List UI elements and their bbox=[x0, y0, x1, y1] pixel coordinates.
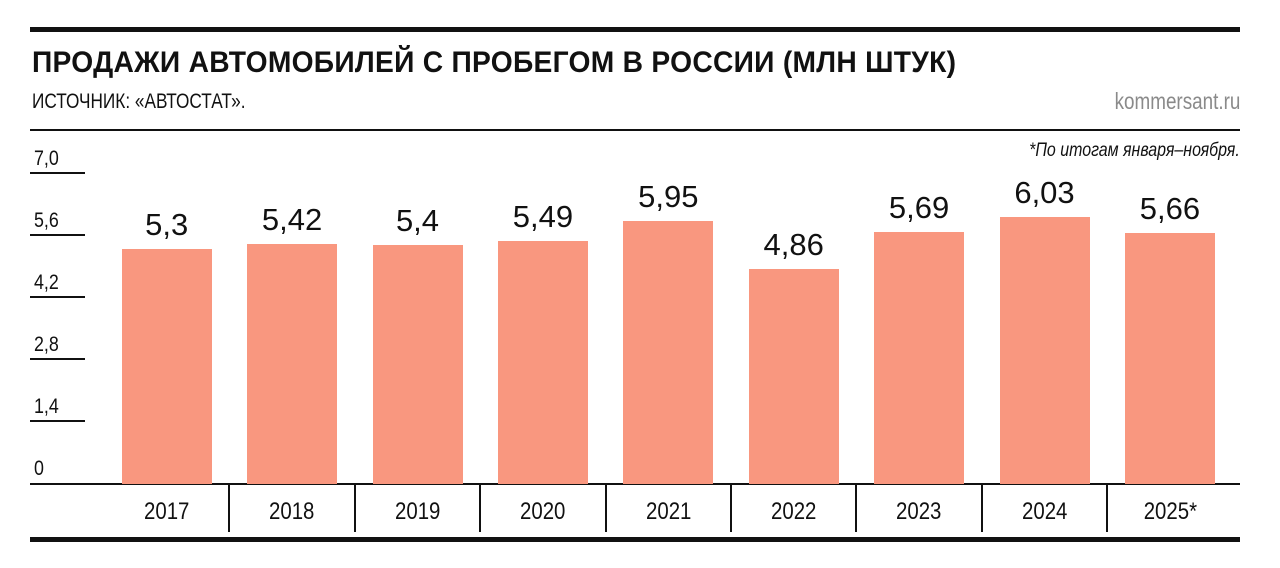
bar-value-label: 5,4 bbox=[395, 202, 440, 238]
x-category-label: 2021 bbox=[606, 498, 731, 526]
x-category-label: 2020 bbox=[480, 498, 605, 526]
x-category-label: 2019 bbox=[355, 498, 480, 526]
y-tick: 7,0 bbox=[30, 144, 85, 174]
bar-value-label: 5,3 bbox=[145, 207, 189, 243]
x-category-separator bbox=[1106, 484, 1109, 532]
source-label: ИСТОЧНИК: «АВТОСТАТ». bbox=[32, 90, 246, 113]
bar-2024 bbox=[999, 216, 1090, 484]
x-category-label: 2023 bbox=[857, 498, 982, 526]
bar-value-label: 4,86 bbox=[763, 226, 824, 262]
y-tick: 2,8 bbox=[30, 330, 85, 360]
y-tick-label: 7,0 bbox=[34, 147, 59, 170]
x-category-text: 2025* bbox=[1143, 498, 1197, 525]
x-category-text: 2022 bbox=[770, 498, 817, 525]
x-category-text: 2018 bbox=[269, 498, 315, 525]
y-tick: 0 bbox=[30, 454, 85, 484]
x-category-label: 2025* bbox=[1107, 498, 1232, 526]
x-category-separator bbox=[730, 484, 732, 532]
y-tick-line bbox=[30, 358, 85, 360]
y-tick: 4,2 bbox=[30, 268, 85, 298]
bar-2025 bbox=[1124, 233, 1215, 484]
x-category-text: 2021 bbox=[645, 498, 691, 525]
bar-2020 bbox=[497, 240, 588, 484]
y-tick: 1,4 bbox=[30, 392, 85, 422]
bar-2019 bbox=[372, 244, 463, 484]
bar-2023 bbox=[874, 232, 965, 484]
x-category-separator bbox=[353, 484, 356, 532]
y-tick-line bbox=[30, 420, 85, 422]
x-category-text: 2019 bbox=[394, 498, 441, 525]
x-category-separator bbox=[479, 484, 482, 532]
y-tick-label: 2,8 bbox=[34, 333, 59, 356]
bar-value-label: 6,03 bbox=[1014, 174, 1075, 210]
bar-value-label: 5,42 bbox=[261, 201, 323, 237]
y-tick: 5,6 bbox=[30, 206, 85, 236]
x-category-label: 2024 bbox=[982, 498, 1107, 526]
bar-2017 bbox=[121, 249, 212, 484]
x-axis-baseline bbox=[30, 483, 1240, 485]
bar-value-label: 5,69 bbox=[888, 190, 950, 225]
x-category-separator bbox=[855, 484, 858, 532]
footnote: *По итогам января–ноября. bbox=[1029, 140, 1240, 161]
x-category-separator bbox=[604, 484, 607, 532]
y-tick-label: 0 bbox=[34, 457, 44, 480]
bar-2018 bbox=[247, 243, 338, 484]
x-category-separator bbox=[228, 484, 231, 532]
x-category-label: 2017 bbox=[104, 498, 229, 526]
x-category-text: 2020 bbox=[520, 498, 566, 525]
y-tick-line bbox=[30, 172, 85, 174]
x-category-text: 2023 bbox=[896, 498, 942, 525]
bar-2021 bbox=[623, 220, 714, 484]
y-tick-label: 5,6 bbox=[34, 209, 59, 232]
x-category-label: 2022 bbox=[731, 498, 856, 526]
bottom-rule bbox=[30, 537, 1240, 542]
y-tick-line bbox=[30, 234, 85, 236]
x-category-separator bbox=[980, 484, 983, 532]
top-rule bbox=[30, 27, 1240, 32]
bar-value-label: 5,95 bbox=[638, 178, 699, 214]
site-credit: kommersant.ru bbox=[1114, 88, 1240, 114]
header-divider bbox=[30, 129, 1240, 131]
x-category-label: 2018 bbox=[230, 498, 355, 526]
bar-value-label: 5,49 bbox=[512, 198, 574, 234]
x-category-text: 2024 bbox=[1021, 498, 1068, 525]
y-tick-line bbox=[30, 296, 85, 298]
y-tick-label: 1,4 bbox=[34, 395, 59, 418]
y-tick-label: 4,2 bbox=[34, 271, 59, 294]
bar-2022 bbox=[748, 268, 839, 484]
chart-title: ПРОДАЖИ АВТОМОБИЛЕЙ С ПРОБЕГОМ В РОССИИ … bbox=[32, 46, 957, 79]
x-category-text: 2017 bbox=[143, 498, 190, 525]
bar-value-label: 5,66 bbox=[1139, 191, 1201, 227]
